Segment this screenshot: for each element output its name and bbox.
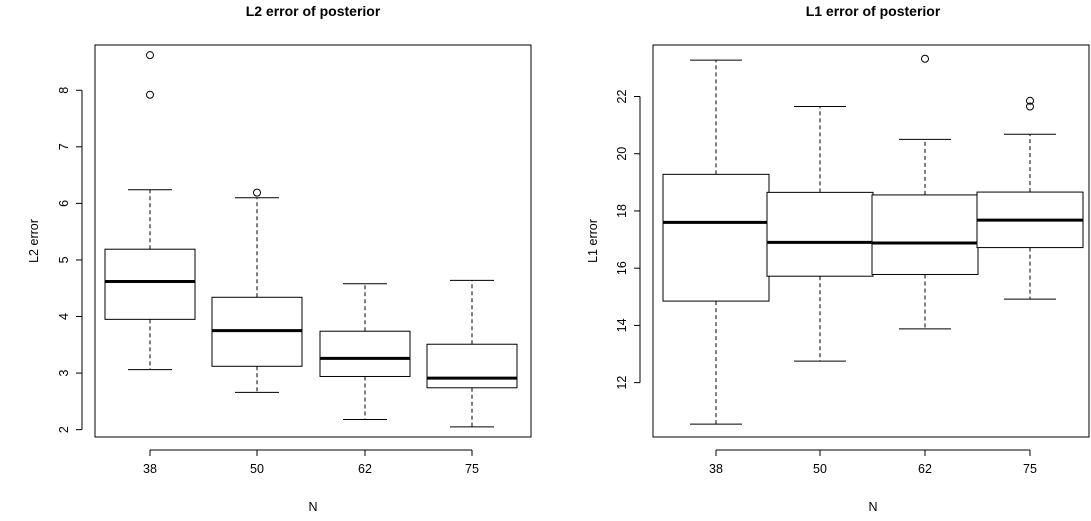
x-tick-label: 50	[813, 462, 827, 476]
x-tick-label: 75	[465, 462, 479, 476]
x-tick-label: 62	[358, 462, 372, 476]
outlier-point	[146, 51, 154, 60]
y-axis-label: L2 error	[27, 219, 41, 263]
y-tick-label: 8	[57, 87, 71, 94]
y-tick-label: 22	[615, 90, 629, 104]
x-tick-label: 50	[250, 462, 264, 476]
y-tick-label: 12	[615, 376, 629, 390]
x-axis-label: N	[308, 500, 317, 514]
x-axis-label: N	[868, 500, 877, 514]
outlier-point	[921, 54, 929, 63]
y-tick-label: 14	[615, 318, 629, 332]
outlier-point	[146, 90, 154, 99]
y-axis-label: L1 error	[586, 219, 600, 263]
x-tick-label: 75	[1023, 462, 1037, 476]
outlier-point	[1026, 96, 1034, 105]
y-tick-label: 7	[57, 143, 71, 150]
x-tick-label: 62	[918, 462, 932, 476]
outlier-point	[1026, 102, 1034, 111]
chart-title: L1 error of posterior	[806, 3, 941, 19]
y-tick-label: 5	[57, 256, 71, 263]
y-tick-label: 4	[57, 313, 71, 320]
plot-frame	[94, 44, 532, 438]
box	[319, 330, 411, 377]
plot-frame	[652, 44, 1090, 438]
y-tick-label: 3	[57, 370, 71, 377]
y-tick-label: 2	[57, 426, 71, 433]
y-tick-label: 16	[615, 261, 629, 275]
x-tick-label: 38	[143, 462, 157, 476]
y-tick-label: 6	[57, 200, 71, 207]
box	[662, 173, 770, 302]
y-tick-label: 18	[615, 204, 629, 218]
outlier-point	[253, 188, 261, 197]
l1-error-panel: L1 error of posterior N L1 error 1214161…	[586, 3, 1090, 514]
plot-marks: 2 3 4 5 6 7 8 38 50 62 75	[57, 51, 518, 476]
box	[426, 343, 518, 389]
plot-marks: 12 14 16 18 20 22 38 50 62 75	[615, 54, 1084, 476]
box	[871, 194, 979, 275]
chart-title: L2 error of posterior	[246, 3, 381, 19]
box	[766, 191, 874, 277]
x-tick-label: 38	[709, 462, 723, 476]
y-tick-label: 20	[615, 147, 629, 161]
box	[104, 248, 196, 320]
l2-error-panel: L2 error of posterior N L2 error 2 3 4 5 6 7 8…	[27, 3, 532, 514]
